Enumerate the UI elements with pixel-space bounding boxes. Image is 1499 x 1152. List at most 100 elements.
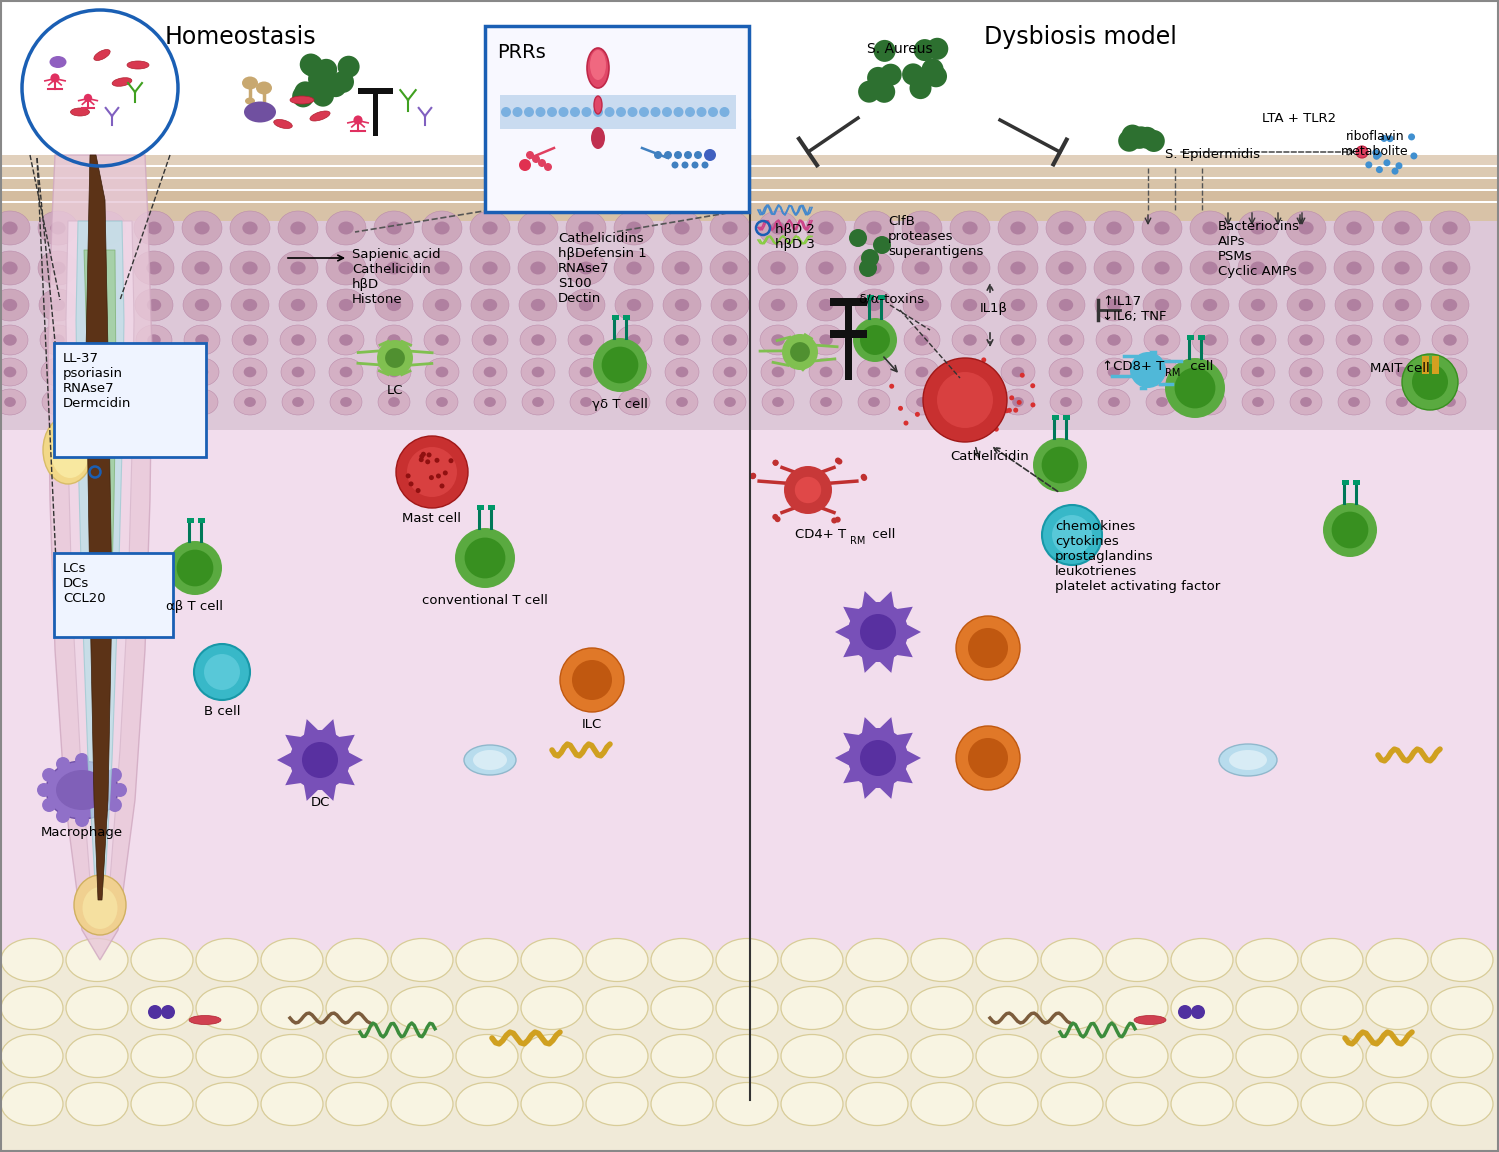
Text: LL-37
psoriasin
RNAse7
Dermcidin: LL-37 psoriasin RNAse7 Dermcidin [63, 353, 132, 410]
Ellipse shape [651, 939, 714, 982]
Ellipse shape [866, 298, 881, 311]
Ellipse shape [717, 1083, 778, 1126]
Ellipse shape [184, 358, 219, 386]
Ellipse shape [1195, 389, 1226, 415]
Bar [373, 88, 378, 136]
Ellipse shape [579, 221, 594, 235]
Circle shape [519, 159, 531, 170]
Ellipse shape [761, 358, 794, 386]
Ellipse shape [758, 289, 797, 321]
Text: cell: cell [1186, 359, 1213, 373]
Ellipse shape [484, 366, 496, 378]
Ellipse shape [474, 750, 507, 770]
Ellipse shape [391, 986, 453, 1030]
Ellipse shape [1142, 211, 1183, 245]
Text: chemokines
cytokines
prostaglandins
leukotrienes
platelet activating factor: chemokines cytokines prostaglandins leuk… [1055, 520, 1220, 593]
Ellipse shape [651, 1034, 714, 1077]
Ellipse shape [1432, 289, 1469, 321]
Ellipse shape [628, 366, 640, 378]
Circle shape [1121, 124, 1144, 146]
Circle shape [708, 107, 718, 118]
Circle shape [836, 458, 842, 464]
Circle shape [501, 107, 511, 118]
Ellipse shape [0, 389, 25, 415]
Circle shape [396, 435, 468, 508]
Ellipse shape [663, 251, 702, 285]
Circle shape [926, 38, 949, 60]
Circle shape [772, 460, 778, 465]
Ellipse shape [902, 211, 941, 245]
Ellipse shape [261, 986, 322, 1030]
Ellipse shape [1046, 251, 1085, 285]
Ellipse shape [1, 939, 63, 982]
Ellipse shape [339, 262, 354, 274]
Ellipse shape [1346, 262, 1361, 274]
Circle shape [94, 757, 108, 771]
Ellipse shape [1202, 298, 1217, 311]
Ellipse shape [1010, 221, 1025, 235]
Ellipse shape [615, 289, 654, 321]
Circle shape [55, 809, 70, 823]
Ellipse shape [676, 397, 688, 407]
Polygon shape [277, 719, 363, 801]
Ellipse shape [277, 211, 318, 245]
Ellipse shape [964, 366, 976, 378]
Ellipse shape [90, 389, 121, 415]
Ellipse shape [1301, 1034, 1363, 1077]
Ellipse shape [1097, 358, 1132, 386]
Circle shape [604, 107, 615, 118]
Ellipse shape [772, 334, 785, 346]
Ellipse shape [244, 101, 276, 122]
Ellipse shape [1243, 389, 1274, 415]
Ellipse shape [950, 251, 989, 285]
Ellipse shape [579, 298, 594, 311]
Circle shape [682, 161, 688, 168]
Ellipse shape [1106, 1034, 1168, 1077]
Circle shape [436, 473, 441, 478]
Ellipse shape [1145, 358, 1180, 386]
Ellipse shape [519, 251, 558, 285]
Ellipse shape [1238, 251, 1279, 285]
Circle shape [315, 59, 337, 81]
Ellipse shape [147, 221, 162, 235]
Circle shape [177, 550, 213, 586]
Ellipse shape [591, 127, 606, 149]
Circle shape [857, 81, 880, 103]
Ellipse shape [229, 211, 270, 245]
Text: ↑IL17
↓IL6; TNF: ↑IL17 ↓IL6; TNF [1102, 295, 1166, 323]
Ellipse shape [666, 389, 699, 415]
Circle shape [420, 454, 424, 458]
Ellipse shape [916, 397, 928, 407]
Bar [1198, 335, 1205, 340]
Text: hβD 2
hβD 3: hβD 2 hβD 3 [775, 223, 815, 251]
Ellipse shape [1444, 397, 1456, 407]
Ellipse shape [1298, 298, 1313, 311]
Circle shape [426, 460, 430, 464]
Circle shape [1366, 161, 1372, 168]
Circle shape [958, 378, 962, 384]
Ellipse shape [181, 211, 222, 245]
Ellipse shape [181, 251, 222, 285]
Ellipse shape [1202, 221, 1217, 235]
Ellipse shape [1289, 358, 1324, 386]
Ellipse shape [1142, 251, 1183, 285]
Bar [0, 221, 1499, 430]
Ellipse shape [579, 262, 594, 274]
Ellipse shape [99, 334, 112, 346]
Ellipse shape [51, 298, 64, 311]
Circle shape [573, 660, 612, 700]
Text: Sapienic acid
Cathelicidin
hβD
Histone: Sapienic acid Cathelicidin hβD Histone [352, 248, 441, 306]
Text: ClfB
proteases
superantigens: ClfB proteases superantigens [887, 215, 983, 258]
Circle shape [1384, 159, 1391, 166]
Circle shape [989, 410, 994, 415]
Circle shape [532, 156, 540, 162]
Circle shape [889, 384, 895, 388]
Ellipse shape [1336, 325, 1372, 355]
Ellipse shape [714, 358, 747, 386]
Ellipse shape [1204, 366, 1216, 378]
Ellipse shape [1190, 251, 1231, 285]
Ellipse shape [522, 986, 583, 1030]
Circle shape [639, 107, 649, 118]
Circle shape [914, 412, 920, 417]
Circle shape [910, 77, 931, 99]
